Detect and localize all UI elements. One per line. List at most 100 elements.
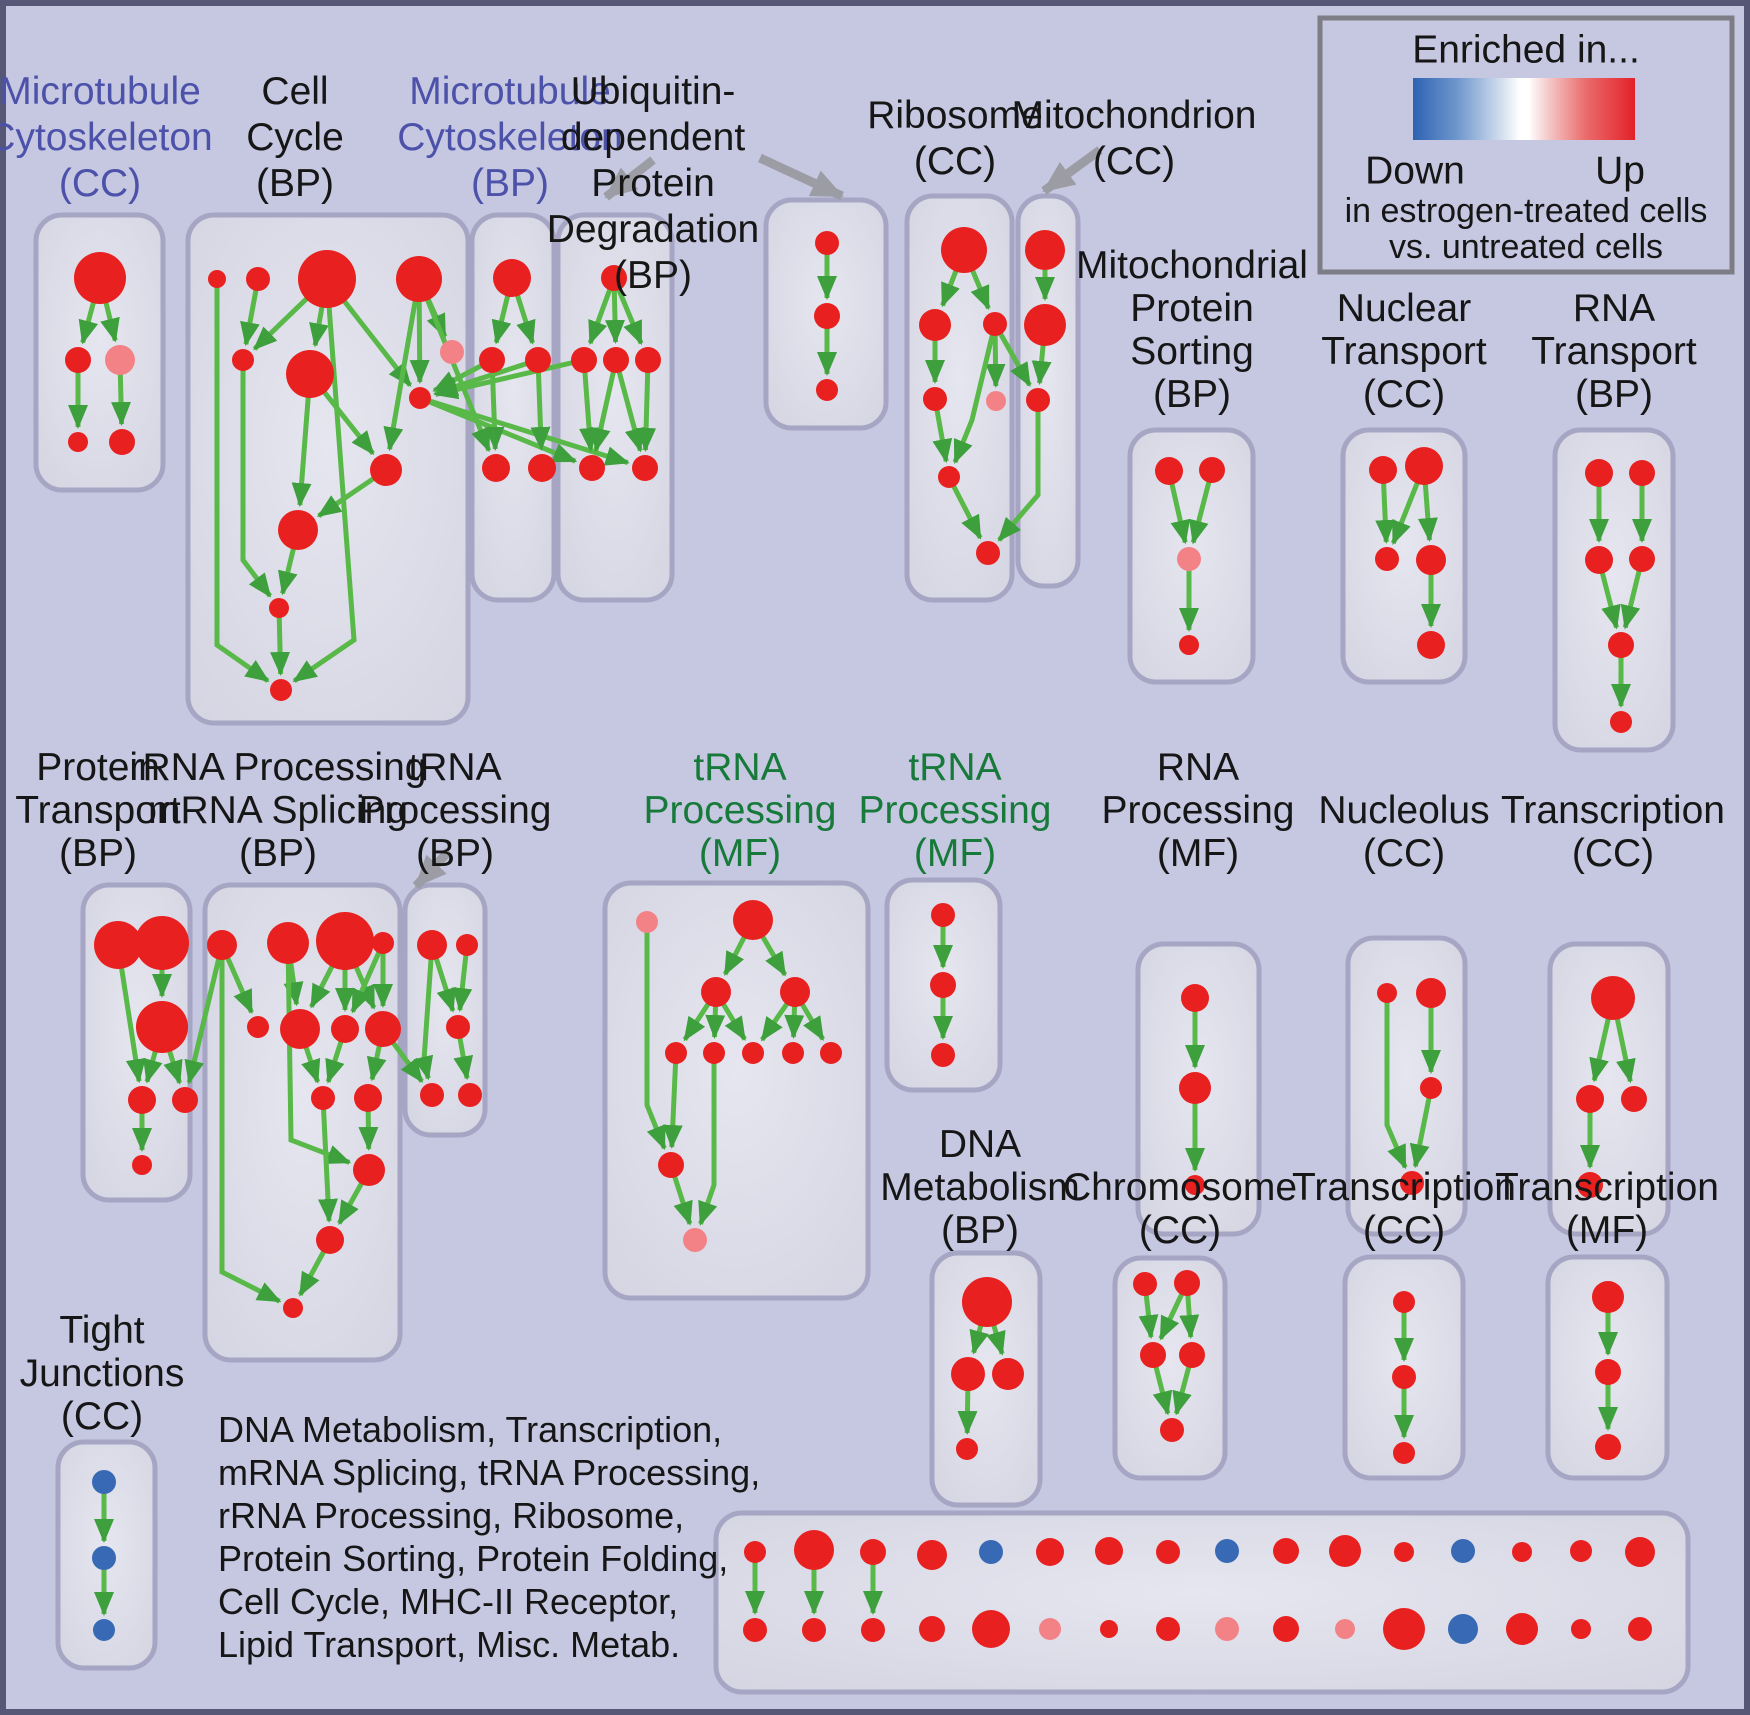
cluster-label-line: Ribosome bbox=[867, 94, 1043, 137]
go-term-node-blue bbox=[92, 1470, 116, 1494]
go-term-node-red bbox=[316, 912, 374, 970]
go-term-node-red bbox=[283, 1298, 303, 1318]
go-term-node-red bbox=[635, 347, 661, 373]
hierarchy-edge bbox=[530, 359, 551, 452]
go-term-node-red bbox=[1405, 447, 1443, 485]
cluster-label-line: tRNA bbox=[693, 746, 786, 789]
hierarchy-edge bbox=[698, 1053, 718, 1226]
go-term-node-pink bbox=[440, 340, 464, 364]
go-term-node-red bbox=[270, 679, 292, 701]
go-term-node-red bbox=[962, 1277, 1012, 1327]
cluster-label-mitochondrion-cc: Mitochondrion (CC) bbox=[1012, 94, 1257, 183]
go-term-node-red bbox=[930, 972, 956, 998]
cluster-label-line: Microtubule bbox=[409, 70, 611, 113]
hierarchy-edge bbox=[997, 400, 1041, 542]
hierarchy-edge bbox=[644, 922, 667, 1151]
hierarchy-edge bbox=[413, 944, 435, 1081]
go-term-node-red bbox=[744, 1541, 766, 1563]
cluster-label-line: Degradation bbox=[547, 208, 759, 251]
cluster-label-transcription-cc: Transcription (CC) bbox=[1501, 789, 1725, 875]
shared-terms-annotation: DNA Metabolism, Transcription, mRNA Splic… bbox=[218, 1409, 760, 1665]
cluster-label-line: Metabolism bbox=[880, 1166, 1079, 1209]
hierarchy-edge bbox=[219, 945, 282, 1304]
go-term-node-red bbox=[919, 309, 951, 341]
go-term-node-red bbox=[1095, 1537, 1123, 1565]
cluster-label-line: (CC) bbox=[59, 162, 141, 205]
go-term-node-red bbox=[1592, 1281, 1624, 1313]
cluster-label-line: Chromosome bbox=[1063, 1166, 1297, 1209]
go-term-node-red bbox=[1179, 635, 1199, 655]
go-term-node-pink bbox=[1215, 1617, 1239, 1641]
cluster-label-line: Protein bbox=[591, 162, 715, 205]
go-term-node-pink bbox=[1177, 547, 1201, 571]
cluster-label-line: (BP) bbox=[941, 1209, 1019, 1252]
hierarchy-edge bbox=[1409, 1087, 1434, 1169]
cluster-label-line: (BP) bbox=[614, 254, 692, 297]
cluster-label-line: (BP) bbox=[239, 832, 317, 875]
hierarchy-edge bbox=[590, 359, 619, 453]
go-term-node-pink bbox=[636, 911, 658, 933]
cluster-label-line: Transport bbox=[15, 789, 181, 832]
go-term-node-red bbox=[1570, 1540, 1592, 1562]
go-term-node-red bbox=[931, 903, 955, 927]
go-term-node-red bbox=[571, 347, 597, 373]
go-term-node-red bbox=[1273, 1538, 1299, 1564]
go-term-node-red bbox=[286, 350, 334, 398]
cluster-label-line: (CC) bbox=[1139, 1209, 1221, 1252]
cluster-label-line: Cytoskeleton bbox=[397, 116, 622, 159]
go-term-node-red bbox=[1174, 1270, 1200, 1296]
go-term-node-red bbox=[1273, 1616, 1299, 1642]
cluster-label-line: Transcription bbox=[1501, 789, 1725, 832]
cluster-label-nuclear-transport-cc: Nuclear Transport (CC) bbox=[1321, 287, 1487, 416]
cluster-label-line: (CC) bbox=[914, 140, 996, 183]
cluster-label-line: (BP) bbox=[416, 832, 494, 875]
cluster-label-line: (CC) bbox=[1363, 832, 1445, 875]
hierarchy-edge bbox=[240, 360, 272, 598]
go-term-node-red bbox=[372, 932, 394, 954]
go-term-node-red bbox=[1377, 983, 1397, 1003]
go-term-node-red bbox=[1393, 1291, 1415, 1313]
cluster-label-line: Processing bbox=[359, 789, 552, 832]
cluster-label-ubiquitin-dependent-protein-degradation-bp: Ubiquitin-dependent Protein Degradation (BP… bbox=[547, 70, 759, 297]
cluster-label-mitochondrial-protein-sorting-bp: Mitochondrial Protein Sorting (BP) bbox=[1076, 244, 1308, 416]
go-term-node-red bbox=[316, 1226, 344, 1254]
cluster-label-line: (MF) bbox=[699, 832, 781, 875]
go-term-node-red bbox=[1621, 1086, 1647, 1112]
cluster-label-line: (CC) bbox=[1572, 832, 1654, 875]
annotation-line: mRNA Splicing, tRNA Processing, bbox=[218, 1452, 760, 1493]
go-term-node-red bbox=[1512, 1542, 1532, 1562]
go-term-node-red bbox=[814, 303, 840, 329]
cluster-label-line: Junctions bbox=[20, 1352, 185, 1395]
go-term-node-red bbox=[1179, 1072, 1211, 1104]
trna-bp-pointer bbox=[412, 847, 453, 890]
go-term-node-blue bbox=[1448, 1614, 1478, 1644]
go-term-node-red bbox=[417, 930, 447, 960]
go-term-node-red bbox=[1610, 711, 1632, 733]
hierarchy-edge bbox=[285, 942, 352, 1165]
cluster-label-line: (MF) bbox=[1566, 1209, 1648, 1252]
go-term-node-red bbox=[972, 1610, 1010, 1648]
legend-subtitle-1: in estrogen-treated cells bbox=[1345, 192, 1708, 230]
cluster-label-transcription-cc-2: Transcription (CC) bbox=[1292, 1166, 1516, 1252]
go-term-node-red bbox=[68, 432, 88, 452]
go-term-node-pink bbox=[105, 345, 135, 375]
go-term-node-red bbox=[919, 1616, 945, 1642]
go-term-node-red bbox=[603, 347, 629, 373]
go-term-node-red bbox=[1625, 1537, 1655, 1567]
cluster-label-trna-processing-bp: tRNA Processing (BP) bbox=[359, 746, 552, 875]
go-term-node-red bbox=[976, 541, 1000, 565]
go-term-node-red bbox=[1155, 457, 1183, 485]
go-term-node-red bbox=[632, 455, 658, 481]
cluster-label-line: DNA bbox=[939, 1123, 1021, 1166]
hierarchy-edge bbox=[292, 278, 357, 684]
go-term-node-red bbox=[941, 227, 987, 273]
go-term-node-red bbox=[482, 454, 510, 482]
cluster-label-line: Processing bbox=[859, 789, 1052, 832]
cluster-label-line: RNA bbox=[1157, 746, 1239, 789]
go-term-node-red bbox=[456, 934, 478, 956]
hierarchy-edge bbox=[662, 1052, 683, 1150]
cluster-label-line: Protein bbox=[36, 746, 160, 789]
go-term-node-red bbox=[917, 1540, 947, 1570]
cluster-label-microtubule-cytoskeleton-bp: Microtubule Cytoskeleton (BP) bbox=[397, 70, 622, 205]
go-term-node-red bbox=[665, 1042, 687, 1064]
